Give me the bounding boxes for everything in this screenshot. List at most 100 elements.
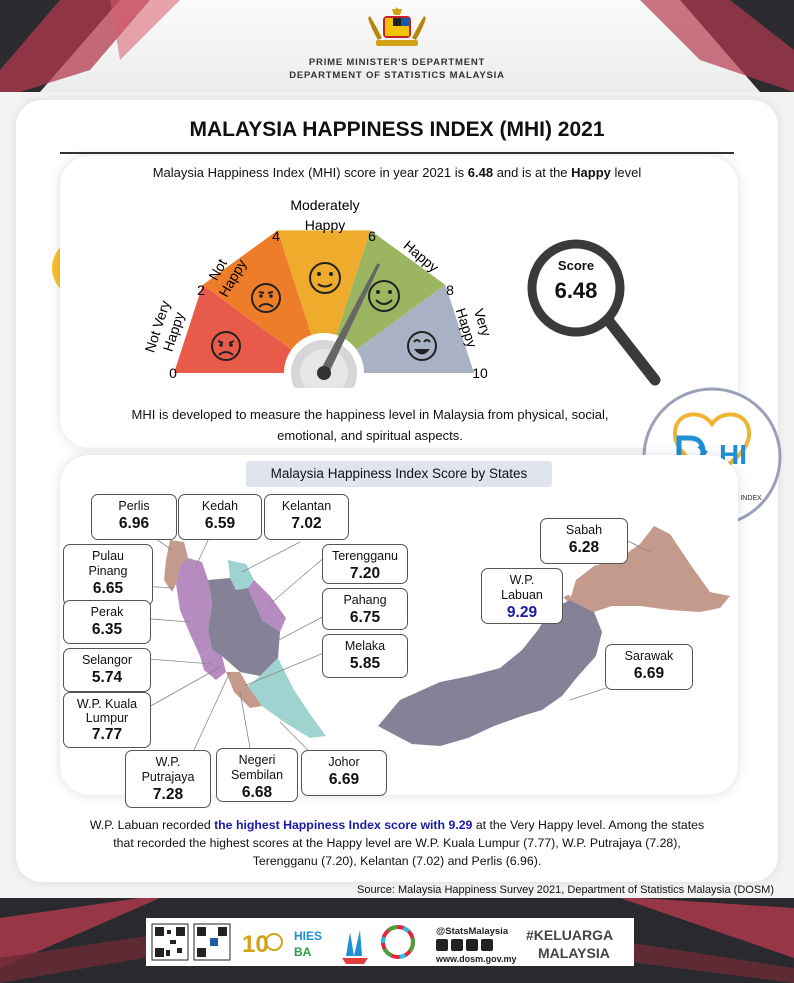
summary-text: W.P. Labuan recorded the highest Happine…	[80, 816, 714, 870]
score-value: 6.48	[554, 278, 598, 303]
state-label-perlis: Perlis 6.96	[91, 494, 177, 540]
neutral-smile-face-icon	[309, 262, 341, 294]
intro-prefix: Malaysia Happiness Index (MHI) score in …	[152, 165, 465, 180]
map-connector-lines	[150, 534, 651, 751]
state-name: Pulau Pinang	[88, 549, 128, 578]
state-label-pahang: Pahang 6.75	[322, 588, 408, 630]
state-score: 9.29	[506, 604, 538, 621]
qr-code-icon-2	[193, 923, 231, 961]
map-terengganu	[248, 580, 286, 632]
hand-logo	[342, 930, 368, 964]
gauge-band-very-happy	[356, 284, 474, 373]
state-name: Selangor	[81, 653, 133, 667]
score-label: Score	[557, 258, 595, 273]
state-label-kedah: Kedah 6.59	[178, 494, 262, 540]
map-kelantan	[228, 560, 254, 590]
state-score: 7.77	[91, 726, 123, 743]
header-decoration	[0, 0, 794, 92]
summary-highlight: the highest Happiness Index score with 9…	[214, 818, 473, 832]
map-negeri-sembilan	[226, 672, 248, 692]
page-header: PRIME MINISTER'S DEPARTMENT DEPARTMENT O…	[0, 0, 794, 92]
summary-part2: at the Very Happy level. Among the state…	[113, 818, 705, 868]
mhi-description: MHI is developed to measure the happines…	[131, 407, 609, 443]
state-label-sarawak: Sarawak 6.69	[605, 644, 693, 690]
gauge-band-not-happy	[202, 230, 312, 350]
state-label-selangor: Selangor 5.74	[63, 648, 151, 692]
map-kedah-perlis	[164, 540, 188, 592]
state-score: 6.68	[241, 784, 273, 801]
map-melaka	[234, 686, 262, 708]
gauge-pivot	[317, 366, 331, 380]
state-name: Perlis	[118, 499, 150, 513]
department-name-line1: PRIME MINISTER'S DEPARTMENT	[308, 57, 486, 68]
state-name: Sarawak	[624, 649, 674, 663]
state-score: 7.20	[349, 565, 381, 582]
state-name: Negeri Sembilan	[230, 753, 284, 782]
state-label-perak: Perak 6.35	[63, 600, 151, 644]
svg-text:BA: BA	[294, 945, 312, 959]
label-moderately: Moderately	[290, 197, 359, 213]
title-divider	[60, 152, 734, 154]
intro-suffix: level	[614, 165, 642, 180]
intro-middle: and is at the	[496, 165, 568, 180]
state-score: 5.85	[349, 655, 381, 672]
state-score: 6.28	[568, 539, 600, 556]
svg-text:HIES: HIES	[294, 929, 322, 943]
sdg-wheel-icon	[381, 925, 415, 959]
gauge-tick-0: 0	[169, 365, 177, 381]
state-score: 6.59	[204, 515, 236, 532]
state-label-kuala-lumpur: W.P. Kuala Lumpur 7.77	[63, 692, 151, 748]
happiness-gauge: 0 2 4 6 8 10 Moderately Happy Not Happy …	[141, 197, 495, 388]
state-name: Terengganu	[331, 549, 399, 563]
ten-years-logo: 10	[242, 931, 283, 958]
state-label-sabah: Sabah 6.28	[540, 518, 628, 564]
gauge-needle	[319, 263, 381, 376]
gauge-band-moderately-happy	[277, 230, 371, 335]
state-label-putrajaya: W.P. Putrajaya 7.28	[125, 750, 211, 808]
state-name: W.P. Putrajaya	[141, 755, 195, 784]
facebook-icon	[451, 939, 463, 951]
state-label-pulau-pinang: Pulau Pinang 6.65	[63, 544, 153, 606]
qr-code-icon	[151, 923, 189, 961]
department-name-line2: DEPARTMENT OF STATISTICS MALAYSIA	[289, 70, 505, 81]
source-note: Source: Malaysia Happiness Survey 2021, …	[357, 884, 774, 896]
gauge-tick-10: 10	[472, 365, 488, 381]
very-happy-face-icon	[407, 331, 437, 361]
state-name: Perak	[90, 605, 124, 619]
state-score: 6.35	[91, 621, 123, 638]
state-score: 6.69	[633, 665, 665, 682]
state-score: 6.65	[92, 580, 124, 597]
state-score: 7.02	[291, 515, 322, 532]
magnifier-icon	[527, 239, 661, 386]
social-icons	[436, 939, 493, 951]
state-name: Melaka	[344, 639, 386, 653]
state-name: Kelantan	[281, 499, 332, 513]
footer-graphics: 10 HIES BA @StatsMalaysia www.dosm.gov.m…	[151, 923, 613, 964]
malaysia-map	[150, 526, 730, 751]
map-pahang	[208, 578, 280, 676]
state-name: W.P. Kuala Lumpur	[76, 697, 138, 725]
state-label-melaka: Melaka 5.85	[322, 634, 408, 678]
keluarga-line1: #KELUARGA	[526, 927, 613, 943]
gauge-band-not-very-happy	[174, 284, 292, 373]
state-label-terengganu: Terengganu 7.20	[322, 544, 408, 584]
hies-logo: HIES BA	[294, 929, 322, 959]
map-labuan	[565, 595, 571, 601]
state-label-negeri-sembilan: Negeri Sembilan 6.68	[216, 748, 298, 802]
website-url: www.dosm.gov.my	[435, 954, 517, 964]
state-name: Pahang	[343, 593, 387, 607]
state-name: Sabah	[565, 523, 603, 537]
youtube-icon	[481, 939, 493, 951]
state-score: 7.28	[152, 786, 184, 803]
state-score: 6.75	[349, 609, 381, 626]
map-johor	[248, 658, 326, 738]
map-sabah	[570, 526, 730, 612]
svg-text:10: 10	[242, 931, 269, 958]
twitter-icon	[466, 939, 478, 951]
state-label-labuan: W.P. Labuan 9.29	[481, 568, 563, 624]
footer-logo-strip: 10 HIES BA @StatsMalaysia www.dosm.gov.m…	[146, 918, 634, 966]
keluarga-line2: MALAYSIA	[538, 945, 610, 961]
intro-level: Happy	[571, 165, 611, 180]
state-score: 5.74	[91, 669, 123, 686]
label-moderately-happy: Happy	[305, 217, 345, 233]
